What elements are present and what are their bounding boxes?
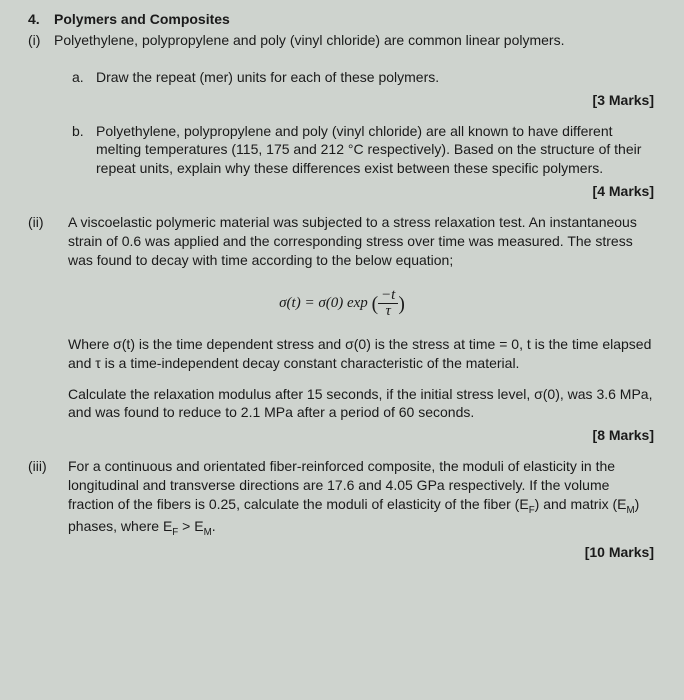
part-i-b-label: b. [72,122,96,179]
part-i-a-label: a. [72,68,96,87]
part-i-b-text: Polyethylene, polypropylene and poly (vi… [96,122,656,179]
subscript-m1: M [626,505,634,516]
part-iii-marks: [10 Marks] [28,543,656,562]
part-iii-gt: > E [178,518,203,534]
part-i-a-text: Draw the repeat (mer) units for each of … [96,68,656,87]
part-ii-intro: A viscoelastic polymeric material was su… [68,213,656,270]
part-iii-text: For a continuous and orientated fiber-re… [68,457,656,539]
part-ii-label: (ii) [28,213,68,270]
part-iii-label: (iii) [28,457,68,539]
part-i-a-marks: [3 Marks] [28,91,656,110]
part-ii-marks: [8 Marks] [28,426,656,445]
cursor-icon [457,252,461,268]
equation: σ(t) = σ(0) exp (−tτ) [28,288,656,319]
question-title: Polymers and Composites [54,10,230,29]
part-iii-end: . [212,518,216,534]
part-ii-calc: Calculate the relaxation modulus after 1… [68,385,656,423]
part-i-b-marks: [4 Marks] [28,182,656,201]
part-iii-mid1: ) and matrix (E [535,496,627,512]
part-i-label: (i) [28,31,54,50]
part-i-intro: Polyethylene, polypropylene and poly (vi… [54,31,656,50]
part-ii-intro-text: A viscoelastic polymeric material was su… [68,214,637,268]
part-ii-where: Where σ(t) is the time dependent stress … [68,335,656,373]
question-number: 4. [28,10,54,29]
subscript-m2: M [204,527,212,538]
